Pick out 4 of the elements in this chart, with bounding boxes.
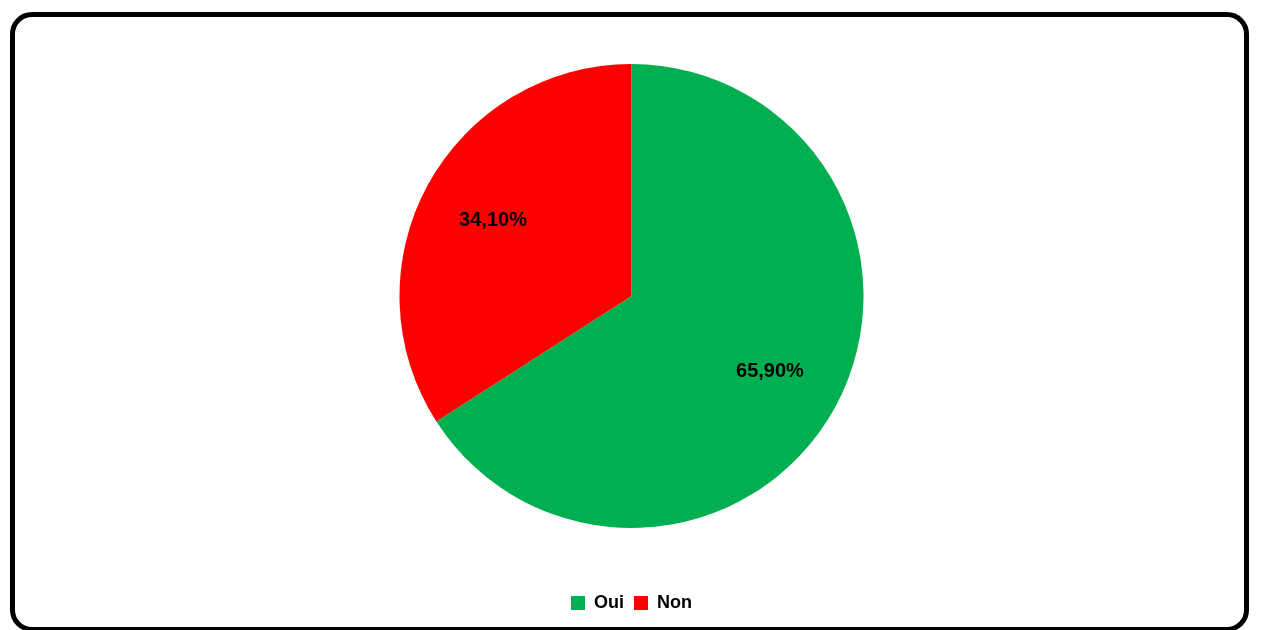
data-label: 34,10% xyxy=(459,207,528,230)
legend-label: Non xyxy=(657,591,692,612)
legend-label: Oui xyxy=(594,591,625,612)
data-label: 65,90% xyxy=(736,359,805,382)
